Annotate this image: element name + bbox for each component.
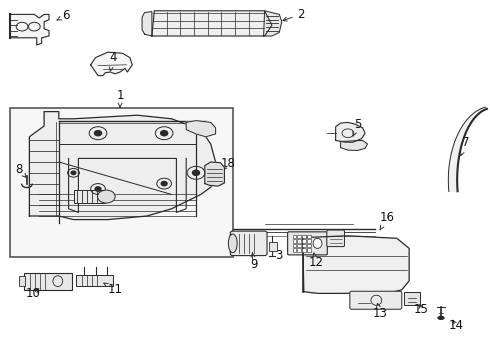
Circle shape (193, 170, 199, 175)
Bar (307, 244, 311, 247)
FancyBboxPatch shape (24, 273, 72, 290)
FancyBboxPatch shape (76, 275, 113, 286)
Text: 7: 7 (461, 136, 469, 156)
Polygon shape (264, 11, 282, 36)
FancyBboxPatch shape (404, 292, 420, 305)
Polygon shape (205, 162, 224, 186)
Text: 16: 16 (380, 211, 394, 230)
FancyBboxPatch shape (288, 232, 327, 255)
Ellipse shape (228, 234, 237, 253)
Text: 14: 14 (448, 319, 463, 332)
Bar (269, 242, 277, 251)
Ellipse shape (438, 316, 444, 319)
Text: 5: 5 (353, 118, 362, 136)
Bar (297, 248, 301, 252)
FancyBboxPatch shape (350, 291, 402, 309)
Circle shape (71, 171, 76, 175)
Ellipse shape (313, 238, 322, 248)
Text: 1: 1 (116, 89, 124, 108)
Bar (302, 235, 306, 238)
FancyBboxPatch shape (230, 231, 267, 256)
Polygon shape (341, 140, 368, 150)
Bar (293, 244, 296, 247)
Text: 3: 3 (272, 247, 283, 262)
Bar (297, 244, 301, 247)
Text: 9: 9 (250, 252, 258, 271)
Bar (307, 248, 311, 252)
FancyBboxPatch shape (327, 230, 344, 247)
Polygon shape (10, 14, 49, 45)
Bar (293, 235, 296, 238)
Bar (307, 235, 311, 238)
Circle shape (161, 131, 168, 136)
Bar (302, 244, 306, 247)
Polygon shape (186, 121, 216, 137)
Circle shape (98, 190, 115, 203)
Text: 12: 12 (309, 253, 323, 269)
Bar (302, 239, 306, 243)
Text: 17: 17 (80, 190, 95, 203)
Polygon shape (152, 11, 272, 36)
Bar (74, 190, 105, 203)
Polygon shape (91, 52, 132, 76)
Circle shape (95, 131, 101, 136)
Circle shape (161, 181, 167, 186)
Text: 6: 6 (57, 9, 70, 22)
Bar (297, 239, 301, 243)
Bar (10, 108, 233, 257)
Text: 2: 2 (283, 8, 305, 21)
Circle shape (95, 187, 101, 191)
Text: 4: 4 (109, 51, 117, 71)
Bar (302, 248, 306, 252)
Bar (19, 276, 25, 286)
Polygon shape (29, 112, 216, 220)
Bar (307, 239, 311, 243)
Bar (297, 235, 301, 238)
Text: 8: 8 (15, 163, 26, 177)
Polygon shape (448, 107, 487, 192)
Polygon shape (142, 12, 152, 36)
Polygon shape (303, 236, 409, 293)
Text: 11: 11 (104, 283, 122, 296)
Polygon shape (336, 122, 365, 142)
Text: 15: 15 (414, 303, 429, 316)
Text: 18: 18 (220, 157, 235, 170)
Bar (293, 239, 296, 243)
Text: 10: 10 (26, 287, 41, 300)
Bar (293, 248, 296, 252)
Text: 13: 13 (372, 303, 387, 320)
